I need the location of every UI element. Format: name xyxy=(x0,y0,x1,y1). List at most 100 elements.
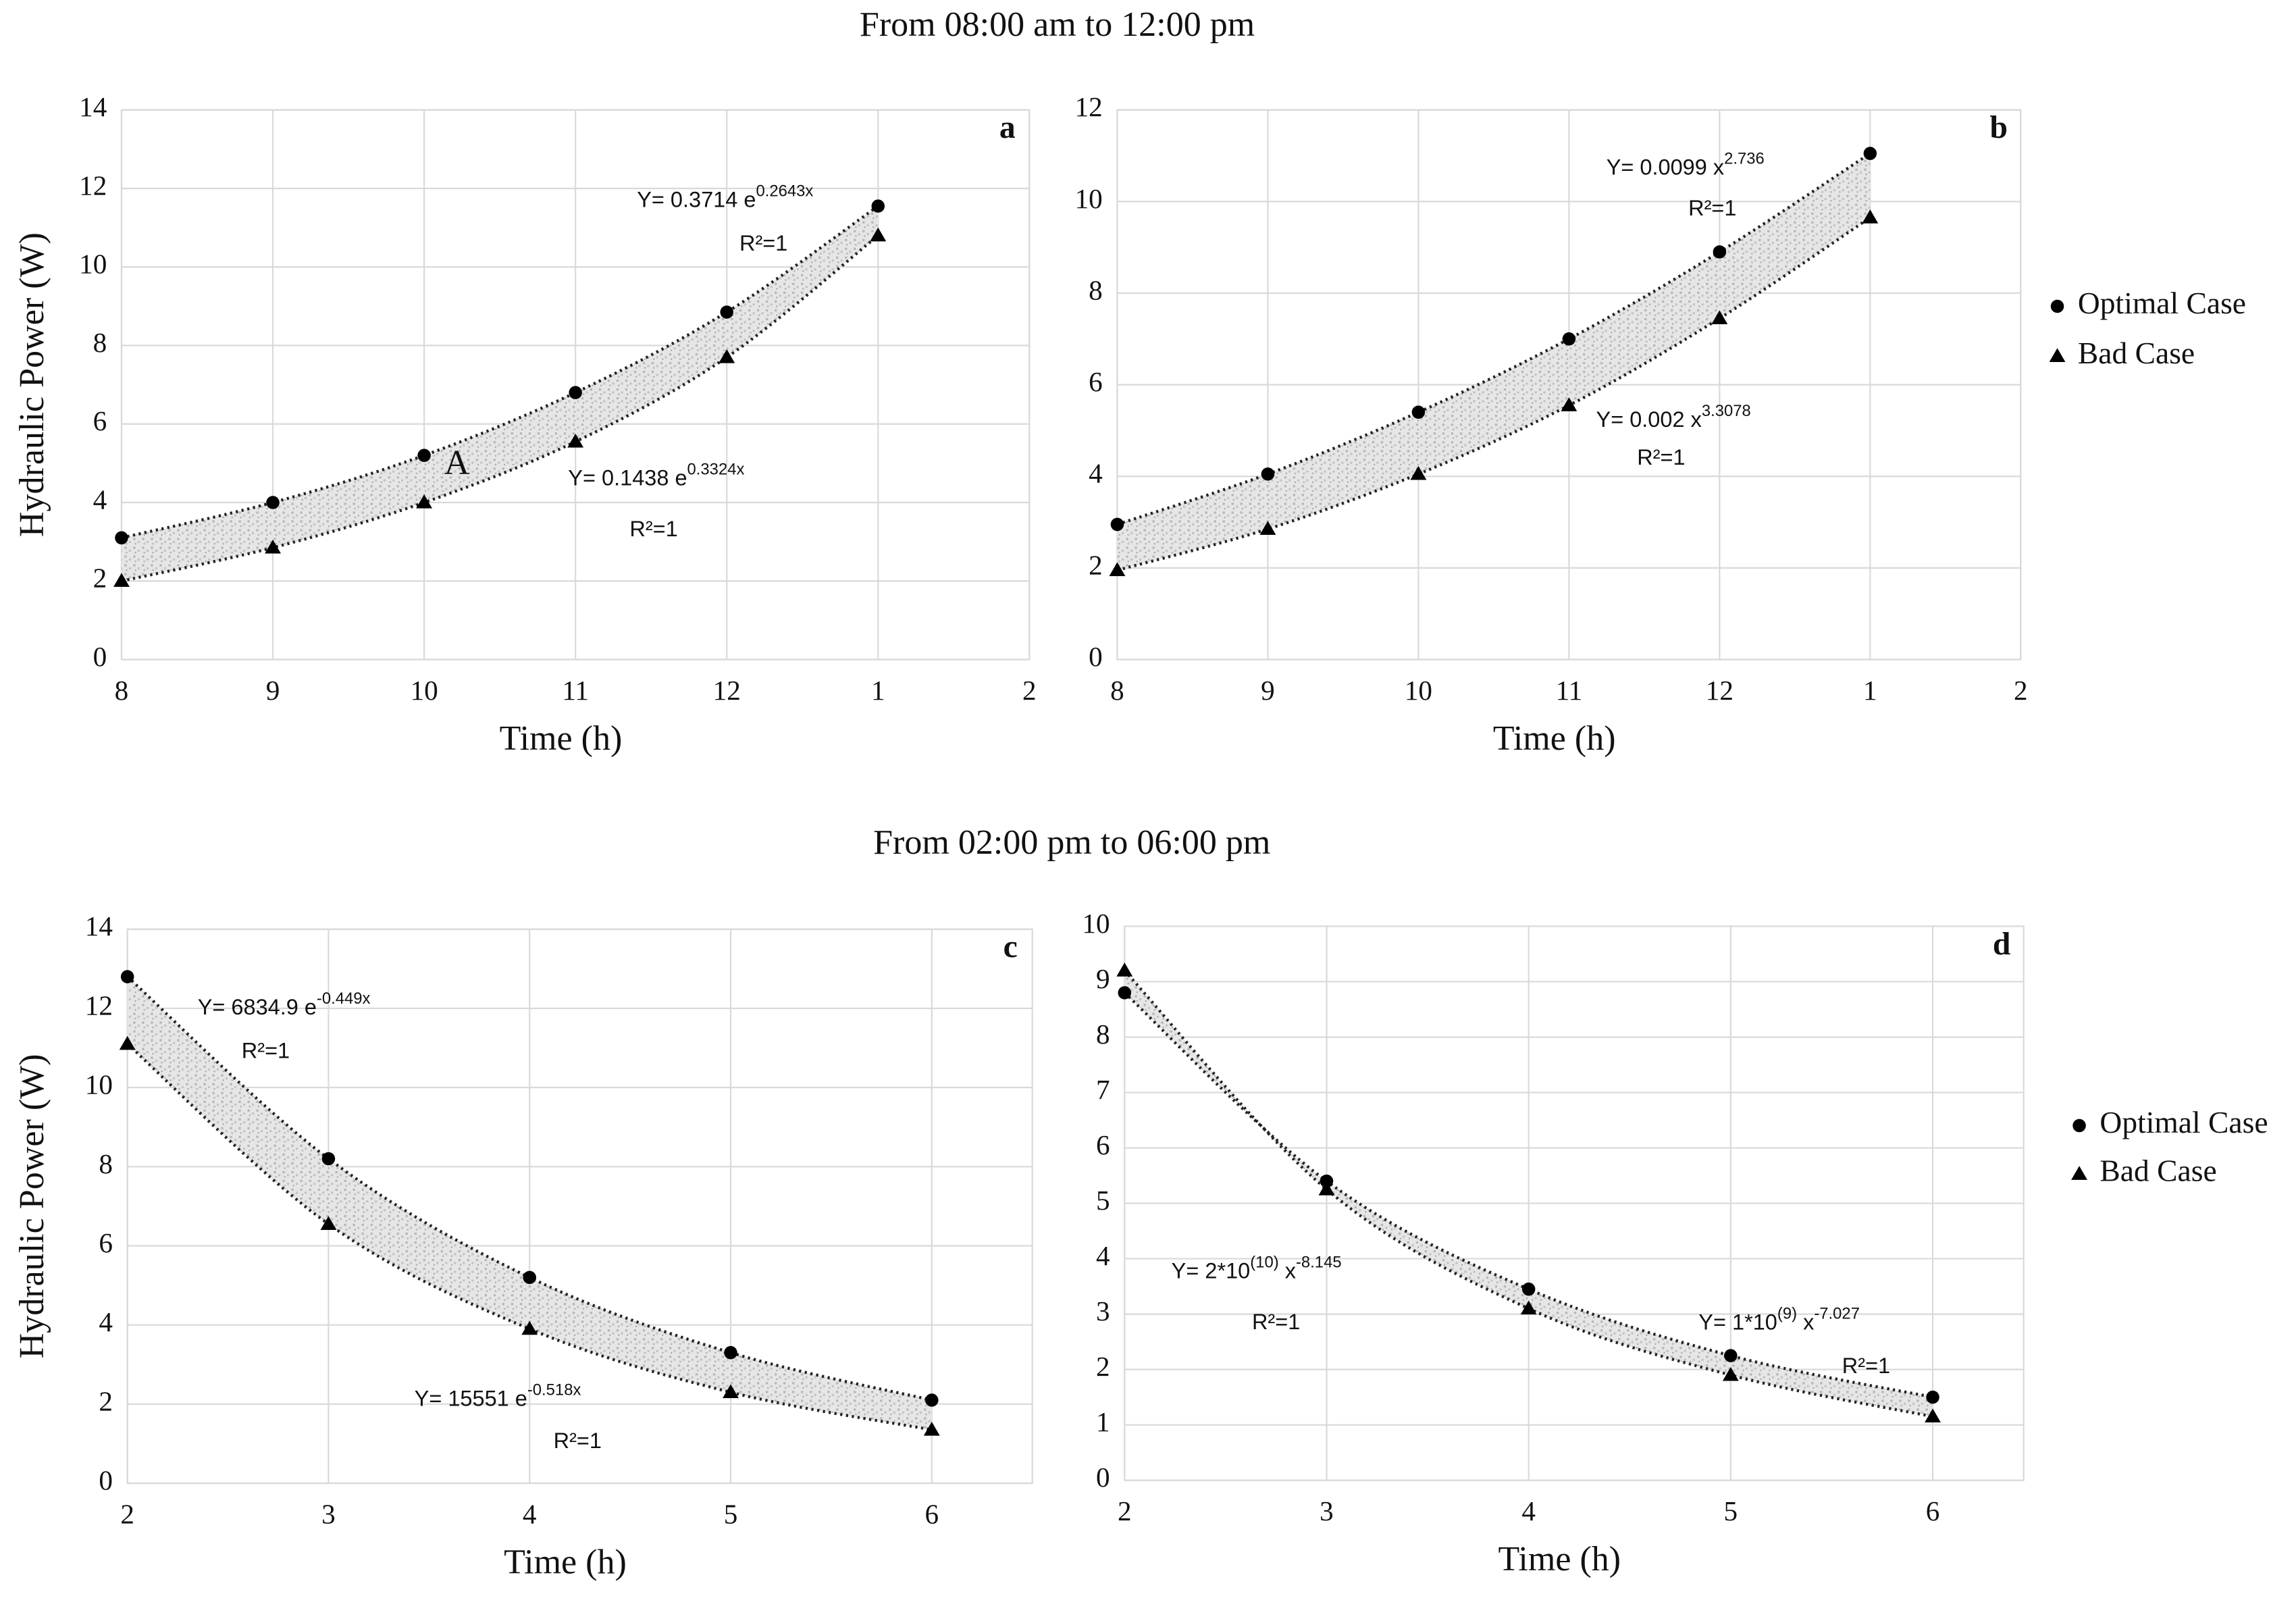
equation-part: (9) xyxy=(1777,1304,1797,1322)
r-squared: R²=1 xyxy=(1688,196,1736,220)
data-point xyxy=(1561,397,1577,411)
data-point xyxy=(1520,1300,1537,1315)
y-tick-label: 4 xyxy=(1089,458,1103,489)
equation-part: Y= 6834.9 e xyxy=(198,995,317,1019)
section-heading: From 08:00 am to 12:00 pm xyxy=(860,5,1255,44)
equation-part: x xyxy=(1279,1258,1296,1283)
r-squared: R²=1 xyxy=(739,231,787,255)
x-tick-label: 2 xyxy=(2014,675,2028,706)
scatter-band xyxy=(1117,153,1871,571)
data-point xyxy=(1318,1181,1335,1195)
annotation: A xyxy=(444,444,470,482)
data-point xyxy=(1110,517,1124,532)
data-point xyxy=(1722,1366,1739,1381)
legend-label: Bad Case xyxy=(2078,336,2195,370)
y-tick-label: 1 xyxy=(1096,1406,1110,1437)
y-tick-label: 0 xyxy=(1089,641,1103,672)
equation: Y= 6834.9 e-0.449x xyxy=(198,989,371,1019)
r-squared: R²=1 xyxy=(1842,1354,1890,1378)
trend-line xyxy=(121,234,879,583)
x-tick-label: 2 xyxy=(120,1498,134,1529)
scatter-band xyxy=(127,977,932,1430)
equation-part: Y= 2*10 xyxy=(1172,1258,1251,1283)
y-tick-label: 14 xyxy=(85,910,113,942)
legend-marker xyxy=(2072,1118,2086,1133)
y-tick-label: 7 xyxy=(1096,1074,1110,1105)
data-point xyxy=(321,1152,336,1166)
equation-part: Y= 0.0099 x xyxy=(1607,155,1724,179)
legend-marker xyxy=(2050,299,2064,313)
data-point xyxy=(1521,1282,1536,1296)
y-tick-label: 0 xyxy=(93,641,107,672)
equation: Y= 0.002 x3.3078 xyxy=(1596,402,1751,432)
y-tick-label: 6 xyxy=(1096,1129,1110,1160)
data-point xyxy=(871,199,885,213)
r-squared: R²=1 xyxy=(1252,1310,1300,1334)
y-tick-label: 6 xyxy=(1089,366,1103,397)
data-point xyxy=(1713,245,1727,259)
x-axis-label: Time (h) xyxy=(1498,1540,1621,1578)
y-tick-label: 10 xyxy=(1075,183,1103,214)
trend-line xyxy=(1123,969,1933,1418)
x-tick-label: 11 xyxy=(1556,675,1583,706)
data-point xyxy=(1118,986,1132,1000)
y-tick-label: 8 xyxy=(1096,1019,1110,1050)
y-tick-label: 6 xyxy=(93,405,107,436)
r-squared: R²=1 xyxy=(1637,445,1685,469)
data-point xyxy=(569,386,582,400)
data-point xyxy=(120,970,134,983)
panel-letter: a xyxy=(999,109,1016,145)
data-point xyxy=(925,1393,939,1407)
y-tick-label: 10 xyxy=(85,1069,113,1100)
y-tick-label: 12 xyxy=(79,170,107,201)
x-tick-label: 12 xyxy=(713,675,741,706)
x-tick-label: 1 xyxy=(1863,675,1877,706)
y-tick-label: 10 xyxy=(79,249,107,280)
trend-line xyxy=(1116,216,1871,572)
x-tick-label: 5 xyxy=(1724,1495,1738,1526)
data-point xyxy=(1259,521,1276,535)
equation: Y= 0.0099 x2.736 xyxy=(1607,149,1765,179)
data-point xyxy=(115,531,128,545)
y-tick-label: 6 xyxy=(99,1227,113,1258)
x-tick-label: 10 xyxy=(1405,675,1432,706)
legend-label: Optimal Case xyxy=(2099,1105,2268,1139)
section-heading: From 02:00 pm to 06:00 pm xyxy=(873,823,1270,862)
x-tick-label: 4 xyxy=(523,1498,537,1529)
equation-part: (10) xyxy=(1250,1253,1278,1271)
panel-letter: c xyxy=(1003,929,1018,964)
data-point xyxy=(1261,467,1275,481)
data-point xyxy=(719,349,735,363)
x-tick-label: 11 xyxy=(562,675,589,706)
trend-line xyxy=(1116,152,1871,526)
data-point xyxy=(320,1216,337,1230)
y-tick-label: 3 xyxy=(1096,1295,1110,1327)
equation: Y= 1*10(9) x-7.027 xyxy=(1698,1304,1860,1334)
data-point xyxy=(870,227,887,242)
y-tick-label: 10 xyxy=(1082,908,1110,939)
data-point xyxy=(1109,562,1126,576)
data-point xyxy=(1926,1390,1939,1404)
data-point xyxy=(521,1320,538,1335)
y-tick-label: 12 xyxy=(85,989,113,1021)
equation-part: -0.518x xyxy=(527,1381,581,1399)
x-tick-label: 10 xyxy=(411,675,438,706)
y-tick-label: 4 xyxy=(99,1306,113,1337)
x-tick-label: 6 xyxy=(1926,1495,1940,1526)
equation-part: -8.145 xyxy=(1296,1253,1342,1271)
x-tick-label: 4 xyxy=(1521,1495,1536,1526)
trend-line xyxy=(121,205,879,540)
y-tick-label: 14 xyxy=(79,91,107,122)
y-tick-label: 8 xyxy=(1089,274,1103,305)
equation: Y= 2*10(10) x-8.145 xyxy=(1172,1253,1342,1283)
data-point xyxy=(1116,962,1133,977)
equation-part: Y= 0.1438 e xyxy=(568,465,687,490)
y-tick-label: 5 xyxy=(1096,1185,1110,1216)
data-point xyxy=(523,1270,536,1285)
data-point xyxy=(720,305,733,319)
y-tick-label: 2 xyxy=(99,1385,113,1416)
x-axis-label: Time (h) xyxy=(504,1543,627,1581)
data-point xyxy=(724,1345,737,1360)
x-tick-label: 9 xyxy=(1261,675,1275,706)
data-point xyxy=(1724,1349,1738,1362)
